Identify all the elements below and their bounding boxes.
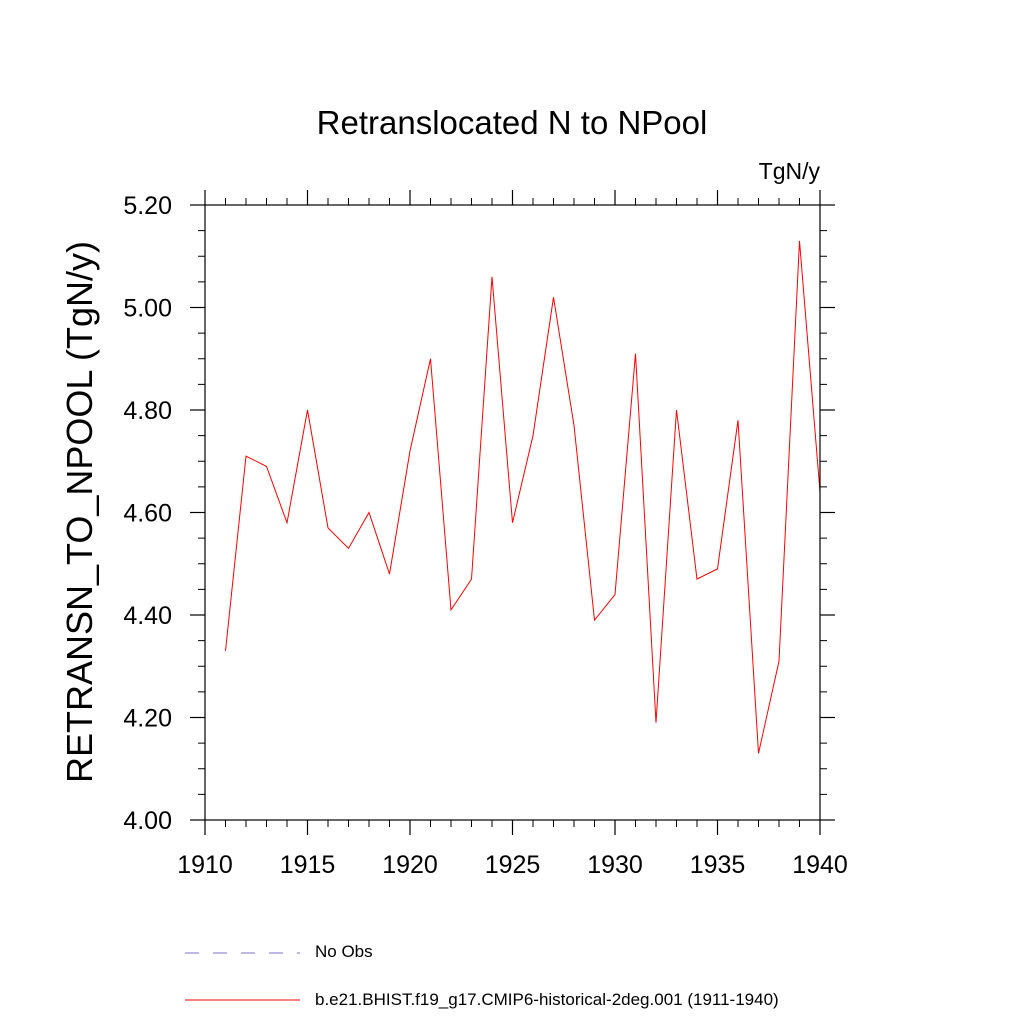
x-tick-label: 1935 — [690, 851, 746, 879]
tick-labels: 1910 1915 1920 1925 1930 1935 1940 4.00 4.20 4.40… — [123, 192, 847, 879]
x-tick-label: 1930 — [587, 851, 643, 879]
x-tick-label: 1915 — [280, 851, 336, 879]
y-tick-label: 5.20 — [123, 192, 172, 220]
y-tick-label: 4.80 — [123, 397, 172, 425]
x-tick-label: 1925 — [485, 851, 541, 879]
legend-label-no-obs: No Obs — [315, 942, 373, 961]
major-ticks — [190, 190, 835, 835]
legend-label-model: b.e21.BHIST.f19_g17.CMIP6-historical-2de… — [315, 990, 779, 1009]
chart-title: Retranslocated N to NPool — [316, 104, 708, 141]
minor-ticks — [198, 198, 827, 827]
x-tick-label: 1920 — [382, 851, 438, 879]
series-line — [225, 240, 821, 754]
y-axis-label: RETRANSN_TO_NPOOL (TgN/y) — [59, 240, 100, 784]
x-tick-label: 1910 — [177, 851, 233, 879]
y-tick-label: 4.60 — [123, 500, 172, 528]
units-label: TgN/y — [758, 158, 820, 184]
y-tick-label: 4.40 — [123, 602, 172, 630]
y-tick-label: 4.20 — [123, 705, 172, 733]
y-tick-label: 5.00 — [123, 295, 172, 323]
x-tick-label: 1940 — [792, 851, 848, 879]
series-layer — [225, 240, 821, 754]
plot-frame — [204, 204, 821, 821]
y-tick-label: 4.00 — [123, 807, 172, 835]
